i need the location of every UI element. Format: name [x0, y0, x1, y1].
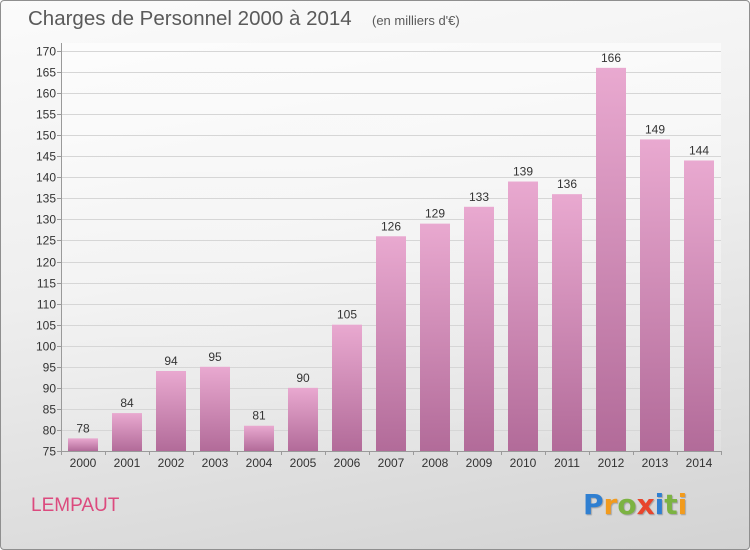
bar — [684, 160, 714, 451]
bar — [508, 181, 538, 452]
x-tick-label: 2008 — [422, 456, 449, 470]
y-tick-label: 150 — [36, 129, 56, 143]
bar-value-label: 78 — [76, 421, 90, 435]
bar-value-label: 144 — [689, 143, 709, 157]
bar — [288, 387, 318, 451]
y-tick-label: 75 — [43, 445, 57, 459]
chart-title: Charges de Personnel 2000 à 2014 — [28, 7, 352, 30]
bar-value-label: 94 — [164, 354, 178, 368]
bar-value-label: 126 — [381, 219, 401, 233]
y-tick-label: 110 — [37, 298, 56, 312]
y-tick-label: 170 — [36, 45, 56, 59]
x-tick-label: 2011 — [554, 456, 580, 470]
bar-value-label: 84 — [120, 396, 134, 410]
y-tick-label: 80 — [43, 424, 57, 438]
bar-value-label: 136 — [557, 177, 577, 191]
y-tick-label: 130 — [36, 213, 56, 227]
x-tick-label: 2006 — [334, 456, 361, 470]
bar-value-label: 90 — [296, 371, 310, 385]
logo-letter: o — [617, 488, 637, 521]
bar-value-label: 133 — [469, 190, 489, 204]
y-tick-label: 85 — [43, 403, 57, 417]
y-tick-label: 105 — [36, 319, 56, 333]
bar — [112, 413, 142, 451]
bar-value-label: 81 — [252, 409, 266, 423]
logo-letter: i — [654, 488, 665, 521]
y-tick-label: 115 — [37, 277, 56, 291]
bar-value-label: 139 — [513, 165, 533, 179]
bar — [156, 371, 186, 451]
y-tick-label: 100 — [36, 340, 56, 354]
bar — [332, 324, 362, 451]
x-tick-label: 2003 — [202, 456, 229, 470]
x-tick-label: 2002 — [158, 456, 185, 470]
logo-letter: x — [636, 488, 655, 521]
x-tick-label: 2005 — [290, 456, 317, 470]
x-tick-label: 2010 — [510, 456, 537, 470]
y-tick-label: 95 — [43, 361, 57, 375]
y-tick-label: 135 — [36, 192, 56, 206]
x-tick-label: 2001 — [114, 456, 141, 470]
y-tick-label: 165 — [36, 66, 56, 80]
bar-value-label: 149 — [645, 122, 665, 136]
bar — [200, 366, 230, 451]
logo-letter: t — [664, 488, 678, 521]
y-tick-label: 145 — [36, 150, 56, 164]
logo-letter: P — [583, 488, 604, 521]
bar — [376, 236, 406, 451]
y-tick-label: 140 — [36, 171, 56, 185]
bar — [640, 139, 670, 451]
x-tick-label: 2014 — [686, 456, 713, 470]
x-tick-label: 2012 — [598, 456, 625, 470]
bar — [244, 425, 274, 451]
bar — [68, 438, 98, 451]
y-tick-label: 90 — [43, 382, 57, 396]
x-tick-label: 2004 — [246, 456, 273, 470]
x-tick-label: 2013 — [642, 456, 669, 470]
bar — [420, 223, 450, 451]
y-tick-label: 160 — [36, 87, 56, 101]
bar-value-label: 95 — [208, 350, 222, 364]
logo-letter: i — [677, 488, 688, 521]
x-tick-label: 2000 — [70, 456, 97, 470]
logo-letter: r — [603, 488, 618, 521]
chart-subtitle: (en milliers d'€) — [372, 13, 460, 28]
x-tick-label: 2007 — [378, 456, 405, 470]
bar-value-label: 129 — [425, 207, 445, 221]
location-label: LEMPAUT — [31, 495, 120, 516]
bar — [596, 67, 626, 451]
y-tick-label: 155 — [36, 108, 56, 122]
x-tick-label: 2009 — [466, 456, 493, 470]
y-tick-label: 125 — [36, 234, 56, 248]
bar — [552, 194, 582, 451]
proxiti-logo: Proxiti — [583, 488, 687, 521]
y-tick-label: 120 — [36, 256, 56, 270]
bar — [464, 206, 494, 451]
bar-value-label: 166 — [601, 51, 621, 65]
bar-value-label: 105 — [337, 308, 357, 322]
